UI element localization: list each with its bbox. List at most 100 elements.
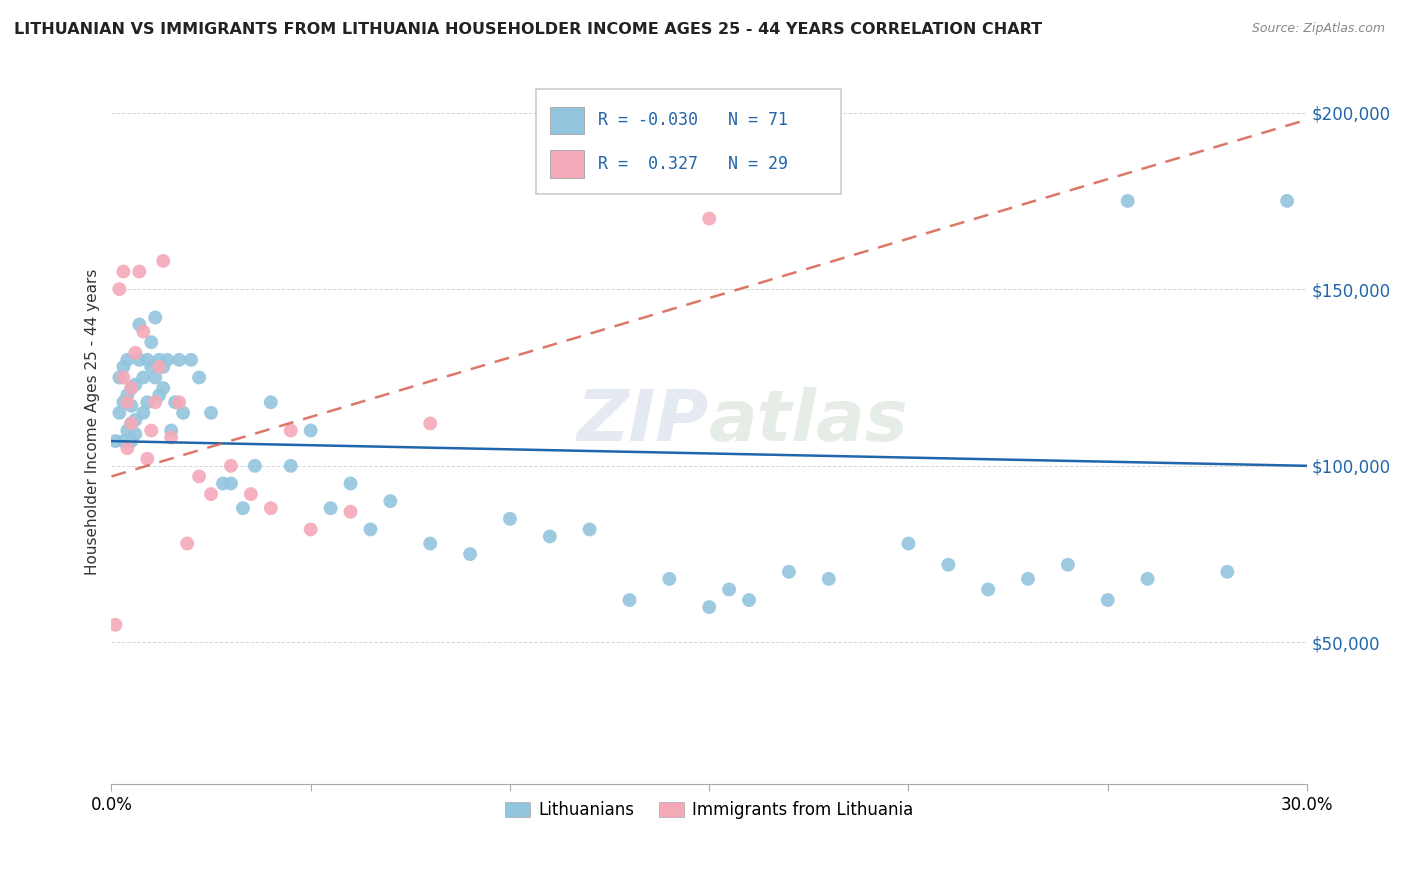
Point [1116, 194, 1139, 208]
Point [112, 359, 135, 374]
Point [160, 424, 183, 438]
Point [1136, 572, 1159, 586]
Point [117, 424, 139, 438]
Point [260, 501, 283, 516]
Point [380, 494, 402, 508]
Point [120, 381, 142, 395]
Point [200, 406, 222, 420]
Point [132, 370, 155, 384]
Point [112, 264, 135, 278]
Point [143, 370, 166, 384]
Point [120, 381, 142, 395]
Point [148, 352, 170, 367]
Point [419, 536, 441, 550]
Point [120, 399, 142, 413]
Point [578, 523, 600, 537]
Point [165, 395, 187, 409]
Text: R = -0.030   N = 71: R = -0.030 N = 71 [598, 112, 787, 129]
Point [108, 406, 131, 420]
Point [148, 359, 170, 374]
Point [219, 458, 242, 473]
Point [128, 264, 150, 278]
Point [243, 458, 266, 473]
Point [299, 523, 322, 537]
Point [538, 529, 561, 543]
Point [212, 476, 235, 491]
Point [219, 476, 242, 491]
Point [718, 582, 741, 597]
Text: Source: ZipAtlas.com: Source: ZipAtlas.com [1251, 22, 1385, 36]
Point [136, 352, 159, 367]
Point [188, 370, 211, 384]
Text: atlas: atlas [709, 387, 908, 456]
Point [120, 417, 142, 431]
Point [104, 434, 127, 449]
Point [260, 395, 283, 409]
Point [136, 451, 159, 466]
Point [160, 431, 183, 445]
Point [152, 381, 174, 395]
Point [419, 417, 441, 431]
Point [141, 359, 163, 374]
Point [136, 395, 159, 409]
Point [1017, 572, 1039, 586]
Point [132, 325, 155, 339]
Point [117, 388, 139, 402]
Point [112, 395, 135, 409]
Point [280, 424, 302, 438]
Point [167, 352, 190, 367]
Point [117, 352, 139, 367]
Point [120, 434, 142, 449]
Point [120, 417, 142, 431]
Point [124, 377, 146, 392]
Y-axis label: Householder Income Ages 25 - 44 years: Householder Income Ages 25 - 44 years [86, 268, 100, 574]
Point [117, 441, 139, 455]
Point [1057, 558, 1080, 572]
Point [697, 600, 720, 615]
Text: R =  0.327   N = 29: R = 0.327 N = 29 [598, 155, 787, 173]
FancyBboxPatch shape [536, 88, 841, 194]
Point [124, 413, 146, 427]
Point [152, 359, 174, 374]
Point [1216, 565, 1239, 579]
Point [339, 505, 361, 519]
Point [1275, 194, 1298, 208]
Point [128, 352, 150, 367]
Point [112, 434, 135, 449]
Legend: Lithuanians, Immigrants from Lithuania: Lithuanians, Immigrants from Lithuania [498, 795, 921, 826]
Point [1097, 593, 1119, 607]
Point [280, 458, 302, 473]
Point [180, 352, 202, 367]
Point [117, 395, 139, 409]
Point [148, 388, 170, 402]
Point [112, 370, 135, 384]
Point [172, 406, 194, 420]
Point [319, 501, 342, 516]
Point [108, 370, 131, 384]
Point [778, 565, 800, 579]
Point [200, 487, 222, 501]
Point [977, 582, 1000, 597]
Point [188, 469, 211, 483]
Point [124, 346, 146, 360]
Point [167, 395, 190, 409]
Point [143, 310, 166, 325]
Point [128, 318, 150, 332]
Point [108, 282, 131, 296]
Point [141, 424, 163, 438]
Point [132, 406, 155, 420]
Point [104, 617, 127, 632]
Point [658, 572, 681, 586]
Point [817, 572, 839, 586]
Point [176, 536, 198, 550]
Text: ZIP: ZIP [576, 387, 709, 456]
Point [458, 547, 481, 561]
Bar [550, 150, 583, 178]
Point [697, 211, 720, 226]
Text: LITHUANIAN VS IMMIGRANTS FROM LITHUANIA HOUSEHOLDER INCOME AGES 25 - 44 YEARS CO: LITHUANIAN VS IMMIGRANTS FROM LITHUANIA … [14, 22, 1042, 37]
Point [499, 512, 522, 526]
Point [359, 523, 381, 537]
Point [619, 593, 641, 607]
Point [936, 558, 959, 572]
Point [143, 395, 166, 409]
